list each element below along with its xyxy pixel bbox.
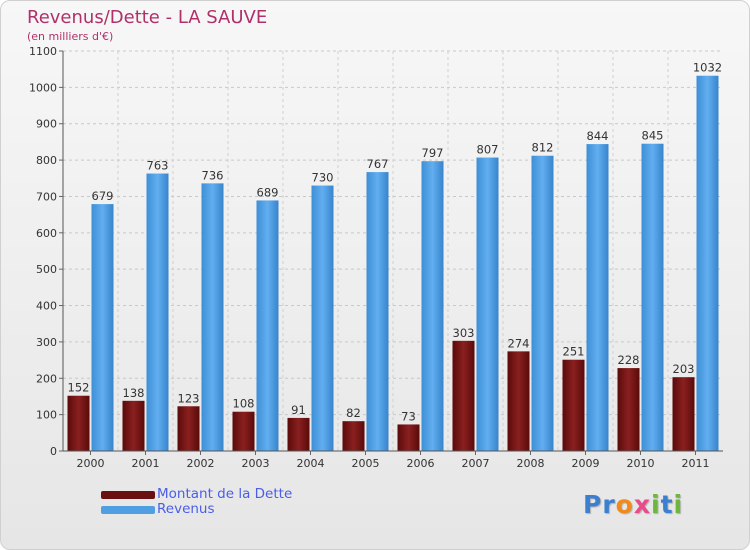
bar-dette (287, 417, 310, 451)
y-tick-label: 500 (36, 263, 57, 276)
bar-dette (342, 421, 365, 451)
x-tick-label: 2005 (352, 457, 380, 470)
y-tick-label: 400 (36, 300, 57, 313)
logo-letter: t (660, 490, 674, 519)
y-tick-label: 600 (36, 227, 57, 240)
x-tick-label: 2010 (627, 457, 655, 470)
bar-dette (67, 395, 90, 451)
bar-dette (617, 368, 640, 451)
bar-dette (122, 400, 145, 451)
data-label: 812 (532, 141, 554, 155)
x-tick-label: 2001 (132, 457, 160, 470)
bar-revenus (696, 75, 719, 452)
data-label: 845 (642, 129, 664, 143)
bar-revenus (476, 157, 499, 451)
y-tick-label: 300 (36, 336, 57, 349)
logo-letter: r (602, 490, 616, 519)
bar-revenus (146, 173, 169, 451)
bar-revenus (586, 144, 609, 451)
bar-dette (232, 411, 255, 451)
bar-dette (562, 359, 585, 451)
y-tick-label: 100 (36, 409, 57, 422)
data-label: 138 (123, 386, 145, 400)
data-label: 736 (202, 168, 224, 182)
data-label: 91 (291, 403, 306, 417)
legend-label-revenus: Revenus (157, 501, 215, 517)
x-tick-label: 2003 (242, 457, 270, 470)
y-tick-label: 1100 (29, 45, 57, 58)
bar-revenus (201, 183, 224, 451)
data-label: 82 (346, 406, 361, 420)
x-tick-label: 2000 (77, 457, 105, 470)
data-label: 763 (147, 159, 169, 173)
x-tick-label: 2006 (407, 457, 435, 470)
data-label: 73 (401, 409, 416, 423)
y-tick-label: 200 (36, 372, 57, 385)
data-label: 1032 (693, 61, 722, 75)
chart-subtitle: (en milliers d'€) (27, 30, 114, 43)
y-tick-label: 0 (50, 445, 57, 458)
data-label: 108 (233, 397, 255, 411)
x-tick-label: 2002 (187, 457, 215, 470)
y-tick-label: 900 (36, 118, 57, 131)
logo-letter: x (633, 490, 651, 519)
bar-dette (177, 406, 200, 451)
bar-dette (452, 340, 475, 451)
chart-title: Revenus/Dette - LA SAUVE (27, 7, 268, 28)
data-label: 689 (257, 185, 279, 199)
bar-revenus (421, 161, 444, 451)
y-tick-label: 800 (36, 154, 57, 167)
bar-revenus (366, 172, 389, 451)
logo-letter: o (615, 490, 634, 519)
data-label: 303 (453, 326, 475, 340)
data-label: 730 (312, 171, 334, 185)
data-label: 679 (92, 189, 114, 203)
legend-swatch-debt (101, 491, 155, 499)
bar-revenus (531, 155, 554, 451)
data-label: 203 (673, 362, 695, 376)
legend-label-debt: Montant de la Dette (157, 486, 293, 502)
data-label: 228 (618, 353, 640, 367)
logo-letter: i (651, 490, 661, 519)
bar-dette (397, 424, 420, 451)
proxiti-logo: Proxiti (583, 490, 683, 519)
x-tick-label: 2009 (572, 457, 600, 470)
logo-letter: P (583, 490, 603, 519)
y-tick-label: 1000 (29, 81, 57, 94)
data-label: 844 (587, 129, 609, 143)
y-tick-label: 700 (36, 190, 57, 203)
data-label: 767 (367, 157, 389, 171)
logo-letter: i (673, 490, 684, 519)
x-tick-label: 2008 (517, 457, 545, 470)
x-tick-label: 2011 (682, 457, 710, 470)
data-label: 123 (178, 391, 200, 405)
data-label: 274 (508, 336, 530, 350)
legend-swatch-revenus (101, 506, 155, 514)
bar-revenus (311, 185, 334, 451)
bar-revenus (641, 143, 664, 451)
data-label: 797 (422, 146, 444, 160)
x-tick-label: 2007 (462, 457, 490, 470)
bar-revenus (256, 200, 279, 451)
x-tick-label: 2004 (297, 457, 325, 470)
data-label: 807 (477, 143, 499, 157)
bar-dette (672, 377, 695, 451)
bar-dette (507, 351, 530, 451)
data-label: 152 (68, 381, 90, 395)
data-label: 251 (563, 345, 585, 359)
bar-revenus (91, 204, 114, 451)
